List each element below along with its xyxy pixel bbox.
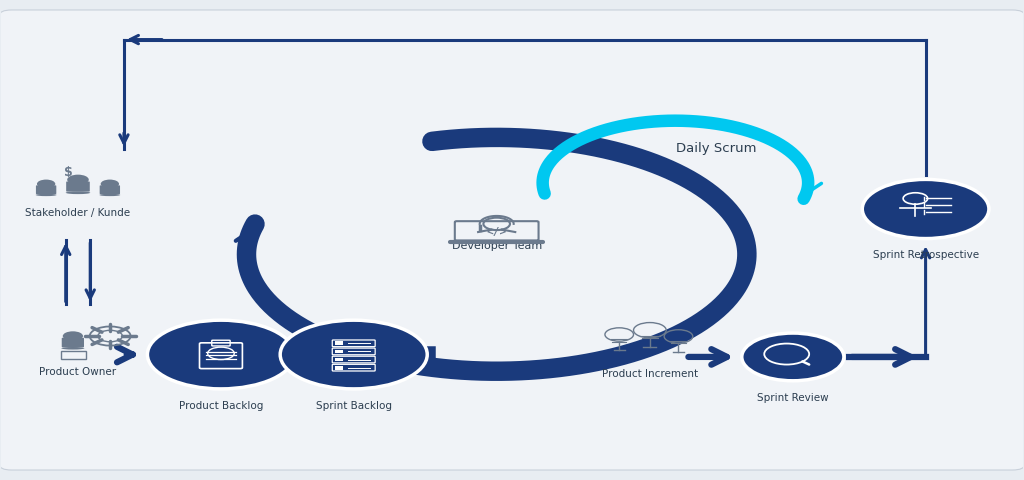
Circle shape <box>62 331 83 341</box>
FancyBboxPatch shape <box>67 181 90 192</box>
Circle shape <box>37 180 55 188</box>
Ellipse shape <box>99 194 120 196</box>
Ellipse shape <box>66 192 90 194</box>
Text: Product Backlog: Product Backlog <box>179 401 263 411</box>
Text: Developer Team: Developer Team <box>452 241 542 251</box>
Text: Stakeholder / Kunde: Stakeholder / Kunde <box>26 208 130 218</box>
FancyBboxPatch shape <box>335 341 343 345</box>
Text: $: $ <box>63 166 73 179</box>
FancyBboxPatch shape <box>61 338 84 347</box>
Text: Product Owner: Product Owner <box>39 367 117 377</box>
Text: Sprint Backlog: Sprint Backlog <box>315 401 392 411</box>
Text: Product Increment: Product Increment <box>602 369 698 379</box>
Text: Daily Scrum: Daily Scrum <box>676 142 757 155</box>
Ellipse shape <box>36 194 56 196</box>
FancyBboxPatch shape <box>99 185 120 194</box>
FancyBboxPatch shape <box>36 185 56 194</box>
Circle shape <box>100 180 119 188</box>
FancyBboxPatch shape <box>335 366 343 370</box>
Circle shape <box>741 333 844 381</box>
FancyBboxPatch shape <box>335 349 343 353</box>
Text: Sprint Review: Sprint Review <box>757 393 828 403</box>
FancyBboxPatch shape <box>0 10 1024 470</box>
Text: Sprint Retrospective: Sprint Retrospective <box>872 251 979 261</box>
Circle shape <box>68 175 89 185</box>
Circle shape <box>862 180 989 239</box>
Text: </>: </> <box>486 227 507 237</box>
Circle shape <box>147 320 295 389</box>
Ellipse shape <box>61 347 84 349</box>
Circle shape <box>281 320 427 389</box>
FancyBboxPatch shape <box>335 358 343 361</box>
